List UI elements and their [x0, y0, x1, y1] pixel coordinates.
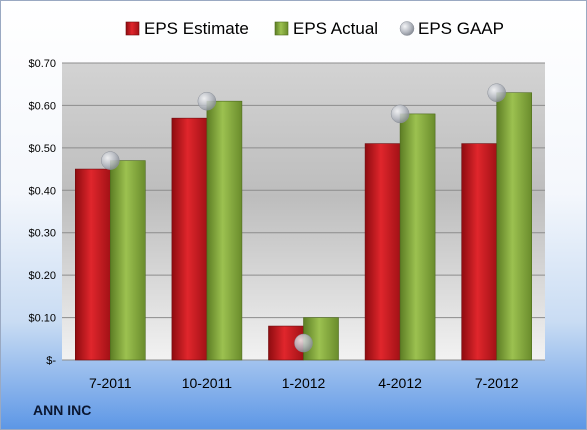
y-tick-label: $0.30 [28, 228, 56, 240]
legend-label: EPS Actual [293, 19, 378, 38]
legend-label: EPS GAAP [418, 19, 504, 38]
y-tick-label: $0.50 [28, 143, 56, 155]
x-tick-label: 10-2011 [182, 375, 233, 391]
marker-eps-gaap [390, 104, 410, 124]
x-tick-label: 7-2011 [89, 375, 132, 391]
marker-eps-gaap [101, 151, 120, 170]
bar-eps-actual [399, 113, 436, 361]
y-axis: $- $0.10 $0.20 $0.30 $0.40 $0.50 $0.60 $0.70 [28, 58, 56, 367]
bars [75, 92, 533, 361]
y-tick-label: $0.20 [28, 270, 56, 282]
x-tick-label: 7-2012 [475, 375, 519, 391]
bar-eps-estimate [75, 168, 111, 361]
x-tick-label: 4-2012 [378, 375, 422, 391]
bar-eps-estimate [364, 143, 401, 361]
legend-swatch [274, 21, 289, 36]
x-axis: 7-2011 10-2011 1-2012 4-2012 7-2012 [89, 375, 519, 391]
marker-eps-gaap [294, 333, 313, 353]
company-label: ANN INC [33, 402, 92, 418]
x-tick-label: 1-2012 [282, 375, 326, 391]
legend-label: EPS Estimate [144, 19, 249, 38]
bar-eps-actual [110, 160, 146, 361]
bar-eps-actual [496, 92, 533, 361]
bar-eps-estimate [461, 143, 498, 361]
marker-eps-gaap [197, 91, 217, 111]
legend-swatch [399, 21, 415, 36]
bar-eps-actual [206, 100, 243, 361]
legend: EPS Estimate EPS Actual EPS GAAP [125, 19, 504, 38]
y-tick-label: $0.40 [28, 185, 56, 197]
y-tick-label: $0.70 [28, 58, 56, 70]
y-tick-label: $0.10 [28, 313, 56, 325]
legend-swatch [125, 21, 140, 36]
gaap-markers [101, 83, 506, 353]
y-tick-label: $- [46, 355, 56, 367]
bar-eps-estimate [171, 117, 208, 361]
marker-eps-gaap [487, 83, 506, 102]
y-tick-label: $0.60 [28, 100, 56, 112]
